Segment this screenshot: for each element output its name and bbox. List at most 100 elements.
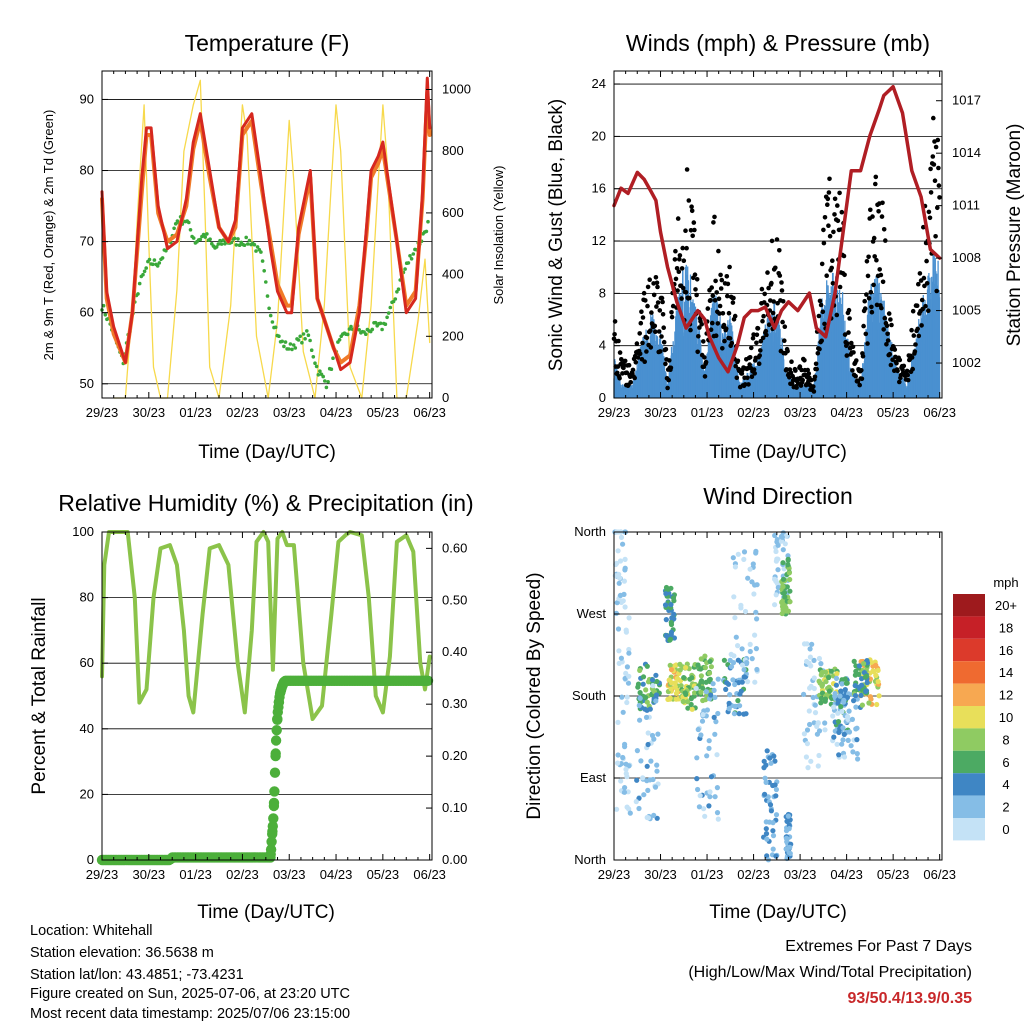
direction-point [801, 641, 808, 647]
gust-point [726, 310, 732, 316]
gust-point [830, 258, 835, 264]
direction-point [751, 591, 757, 597]
dewpoint-point [277, 334, 281, 339]
direction-point [764, 836, 770, 842]
gust-point [714, 290, 719, 295]
gust-point [642, 359, 647, 365]
direction-point [637, 695, 643, 701]
direction-point [852, 683, 858, 689]
direction-point [698, 656, 704, 662]
pressure-line [612, 84, 942, 374]
direction-point [654, 815, 660, 821]
direction-point [668, 686, 674, 692]
gust-point [866, 254, 871, 260]
gust-point [656, 329, 662, 334]
gust-point [872, 254, 877, 259]
gust-point [844, 353, 850, 358]
gust-point [831, 229, 836, 235]
dewpoint-point [259, 250, 263, 254]
direction-point [621, 789, 628, 795]
gust-point [784, 367, 789, 372]
direction-point [780, 576, 787, 582]
dewpoint-point [406, 261, 411, 265]
direction-point [615, 626, 622, 632]
direction-point [713, 719, 719, 725]
gust-point [689, 204, 694, 209]
direction-point [822, 727, 828, 733]
gust-point [684, 167, 690, 172]
gust-point [916, 333, 922, 339]
legend-label: 2 [1002, 800, 1009, 815]
direction-point [854, 751, 860, 757]
direction-point [739, 646, 745, 652]
gust-point [721, 322, 727, 328]
dewpoint-point [396, 287, 401, 292]
direction-point [711, 714, 717, 721]
gust-point [644, 349, 649, 354]
gust-point [659, 295, 665, 301]
direction-point [654, 678, 660, 685]
dewpoint-point [337, 338, 342, 342]
gust-point [654, 304, 659, 309]
gust-point [754, 332, 760, 338]
dewpoint-point [187, 220, 191, 225]
y-right-tick-label: 1014 [952, 145, 981, 160]
direction-point [712, 731, 718, 737]
gust-point [632, 375, 637, 381]
gust-point [829, 265, 834, 271]
direction-point [703, 679, 709, 685]
dewpoint-point [137, 281, 142, 286]
gust-point [716, 248, 721, 254]
direction-point [834, 671, 840, 677]
direction-point [785, 813, 792, 819]
gust-point [643, 298, 648, 303]
direction-point [732, 564, 739, 570]
gust-point [777, 273, 783, 278]
direction-point [753, 609, 759, 615]
direction-point [698, 689, 704, 695]
extremes-values: 93/50.4/13.9/0.35 [847, 990, 972, 1007]
gust-point [827, 233, 833, 239]
direction-point [708, 774, 715, 780]
x-tick-label: 06/23 [923, 405, 956, 420]
latlon-text: Station lat/lon: 43.4851; -73.4231 [30, 967, 244, 983]
gust-point [905, 377, 911, 383]
legend-label: 14 [999, 665, 1013, 680]
direction-point [615, 760, 621, 766]
direction-point [842, 676, 848, 682]
direction-point [707, 794, 713, 800]
dewpoint-point [255, 245, 260, 249]
dewpoint-point [219, 242, 224, 246]
y-tick-label: South [572, 688, 606, 703]
direction-point [620, 541, 626, 547]
gust-point [877, 267, 882, 272]
direction-point [624, 664, 631, 670]
direction-point [783, 533, 789, 539]
direction-point [786, 826, 792, 832]
gust-point [692, 272, 698, 278]
direction-point [644, 699, 650, 705]
direction-point [833, 675, 840, 682]
direction-point [840, 725, 846, 731]
legend-label: 12 [999, 688, 1013, 703]
dewpoint-point [347, 327, 352, 331]
gust-point [924, 258, 929, 264]
dewpoint-point [409, 257, 414, 261]
dewpoint-point [267, 306, 271, 311]
gust-point [717, 303, 723, 309]
gust-point [651, 292, 657, 298]
y-tick-label: 40 [80, 721, 94, 736]
direction-point [654, 768, 660, 774]
y-right-tick-label: 0.20 [442, 748, 467, 763]
direction-point [702, 697, 709, 703]
gust-point [745, 375, 750, 381]
gust-point [663, 347, 669, 352]
direction-point [622, 567, 628, 573]
gust-point [693, 287, 698, 292]
gust-point [846, 307, 852, 313]
direction-point [773, 592, 779, 598]
direction-point [747, 566, 753, 572]
legend-label: 18 [999, 620, 1013, 635]
gust-point [928, 166, 933, 172]
dewpoint-point [216, 242, 221, 246]
